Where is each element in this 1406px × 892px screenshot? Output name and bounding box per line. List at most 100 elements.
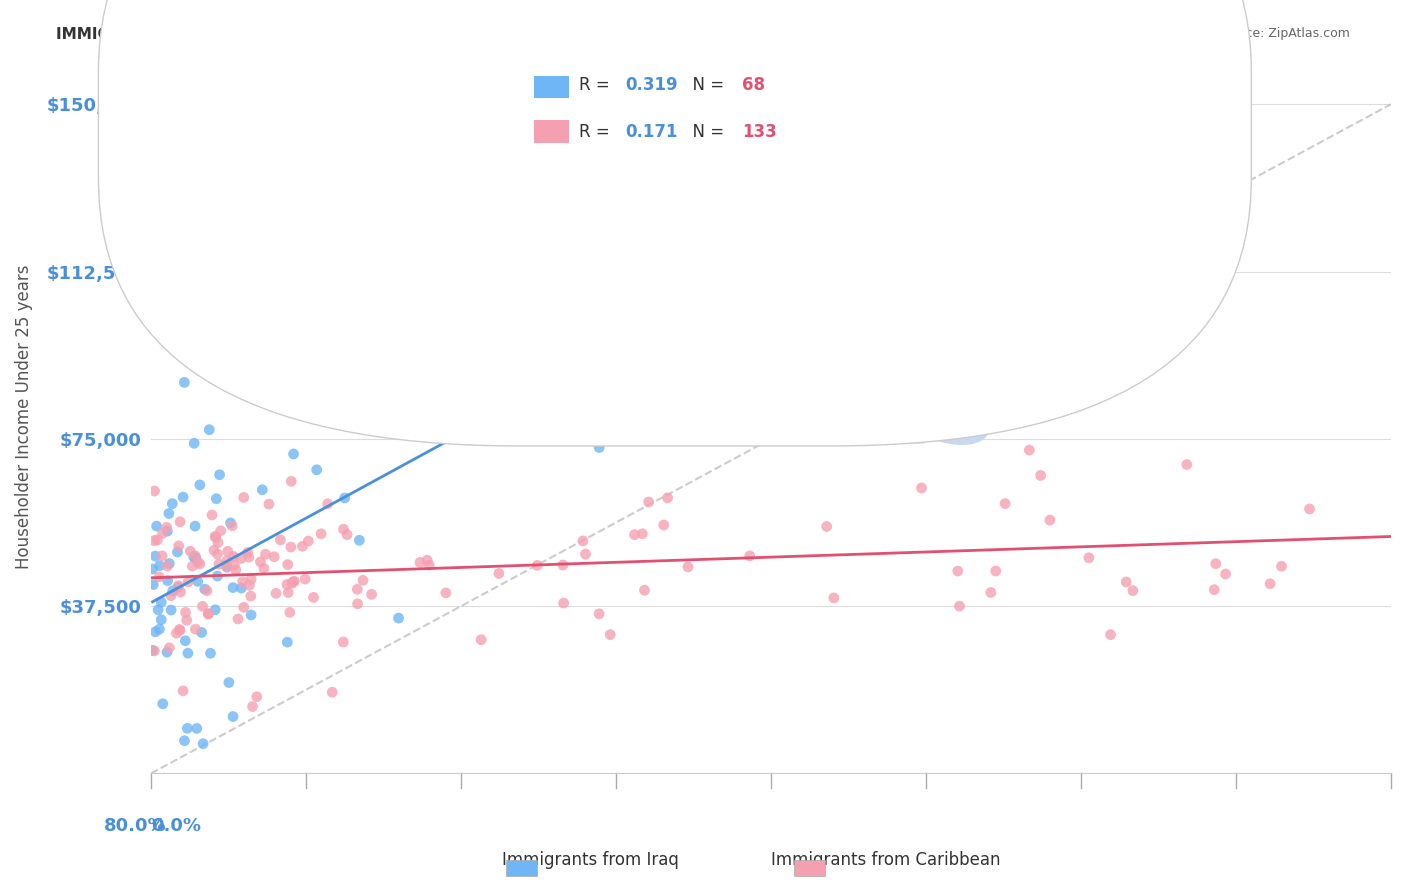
Point [205,491,228,506]
Point [283,447,305,461]
Point [195,583,218,598]
Point [207,547,229,561]
Point [208,467,231,482]
Point [526,558,548,573]
Point [815,519,838,533]
Point [141,643,163,657]
Point [416,553,439,567]
Point [204,531,226,545]
Point [1215,566,1237,581]
Point [150,549,173,563]
Point [169,623,191,637]
Point [294,572,316,586]
Point [336,527,359,541]
Point [148,570,170,584]
Point [657,491,679,505]
Point [176,613,198,627]
Point [1205,557,1227,571]
Point [249,555,271,569]
Point [278,606,301,620]
Point [156,645,179,659]
Point [352,574,374,588]
Point [194,582,217,596]
Point [152,526,174,541]
Point [1077,550,1099,565]
Point [222,709,245,723]
Point [460,422,482,436]
Point [353,302,375,317]
Point [652,355,675,369]
Point [994,497,1017,511]
Point [162,583,184,598]
Point [200,646,222,660]
Point [1039,513,1062,527]
Point [184,549,207,563]
Point [236,545,259,559]
Point [464,349,486,363]
Point [309,526,332,541]
Point [231,581,253,595]
Point [360,587,382,601]
Point [280,475,302,489]
Point [302,591,325,605]
Point [226,612,249,626]
Point [434,586,457,600]
Point [174,606,197,620]
Point [160,589,183,603]
Point [990,414,1012,428]
Point [637,495,659,509]
Point [219,516,242,530]
Point [631,526,654,541]
Point [633,583,655,598]
Point [232,574,254,589]
Text: R =: R = [579,123,616,141]
Point [238,578,260,592]
Point [207,535,229,549]
Point [321,685,343,699]
Text: R =: R = [579,76,616,94]
Point [572,533,595,548]
Point [276,577,298,591]
Point [222,581,245,595]
Point [156,524,179,538]
Text: 0.0%: 0.0% [150,816,201,835]
Point [184,551,207,566]
Point [1204,582,1226,597]
Point [387,611,409,625]
Point [167,580,190,594]
Point [150,613,173,627]
Point [217,544,239,558]
Point [291,539,314,553]
Point [470,632,492,647]
Point [346,597,368,611]
Point [152,697,174,711]
Point [676,559,699,574]
Point [240,572,263,586]
Point [222,549,245,564]
Point [165,626,187,640]
Point [146,603,169,617]
Point [239,589,262,603]
Point [207,569,229,583]
Point [910,481,932,495]
Point [186,722,208,736]
Point [215,560,238,574]
Text: Immigrants from Caribbean: Immigrants from Caribbean [770,851,1001,869]
Text: Source: ZipAtlas.com: Source: ZipAtlas.com [1216,27,1350,40]
Point [176,722,198,736]
Text: 0.171: 0.171 [626,123,678,141]
Point [980,585,1002,599]
Point [177,574,200,589]
Point [167,579,190,593]
Point [187,574,209,589]
Point [173,376,195,390]
Point [253,561,276,575]
Point [190,625,212,640]
Point [316,497,339,511]
Point [187,555,209,569]
Point [201,508,224,522]
Point [197,607,219,621]
Point [156,559,179,574]
Text: 68: 68 [742,76,765,94]
Point [257,497,280,511]
